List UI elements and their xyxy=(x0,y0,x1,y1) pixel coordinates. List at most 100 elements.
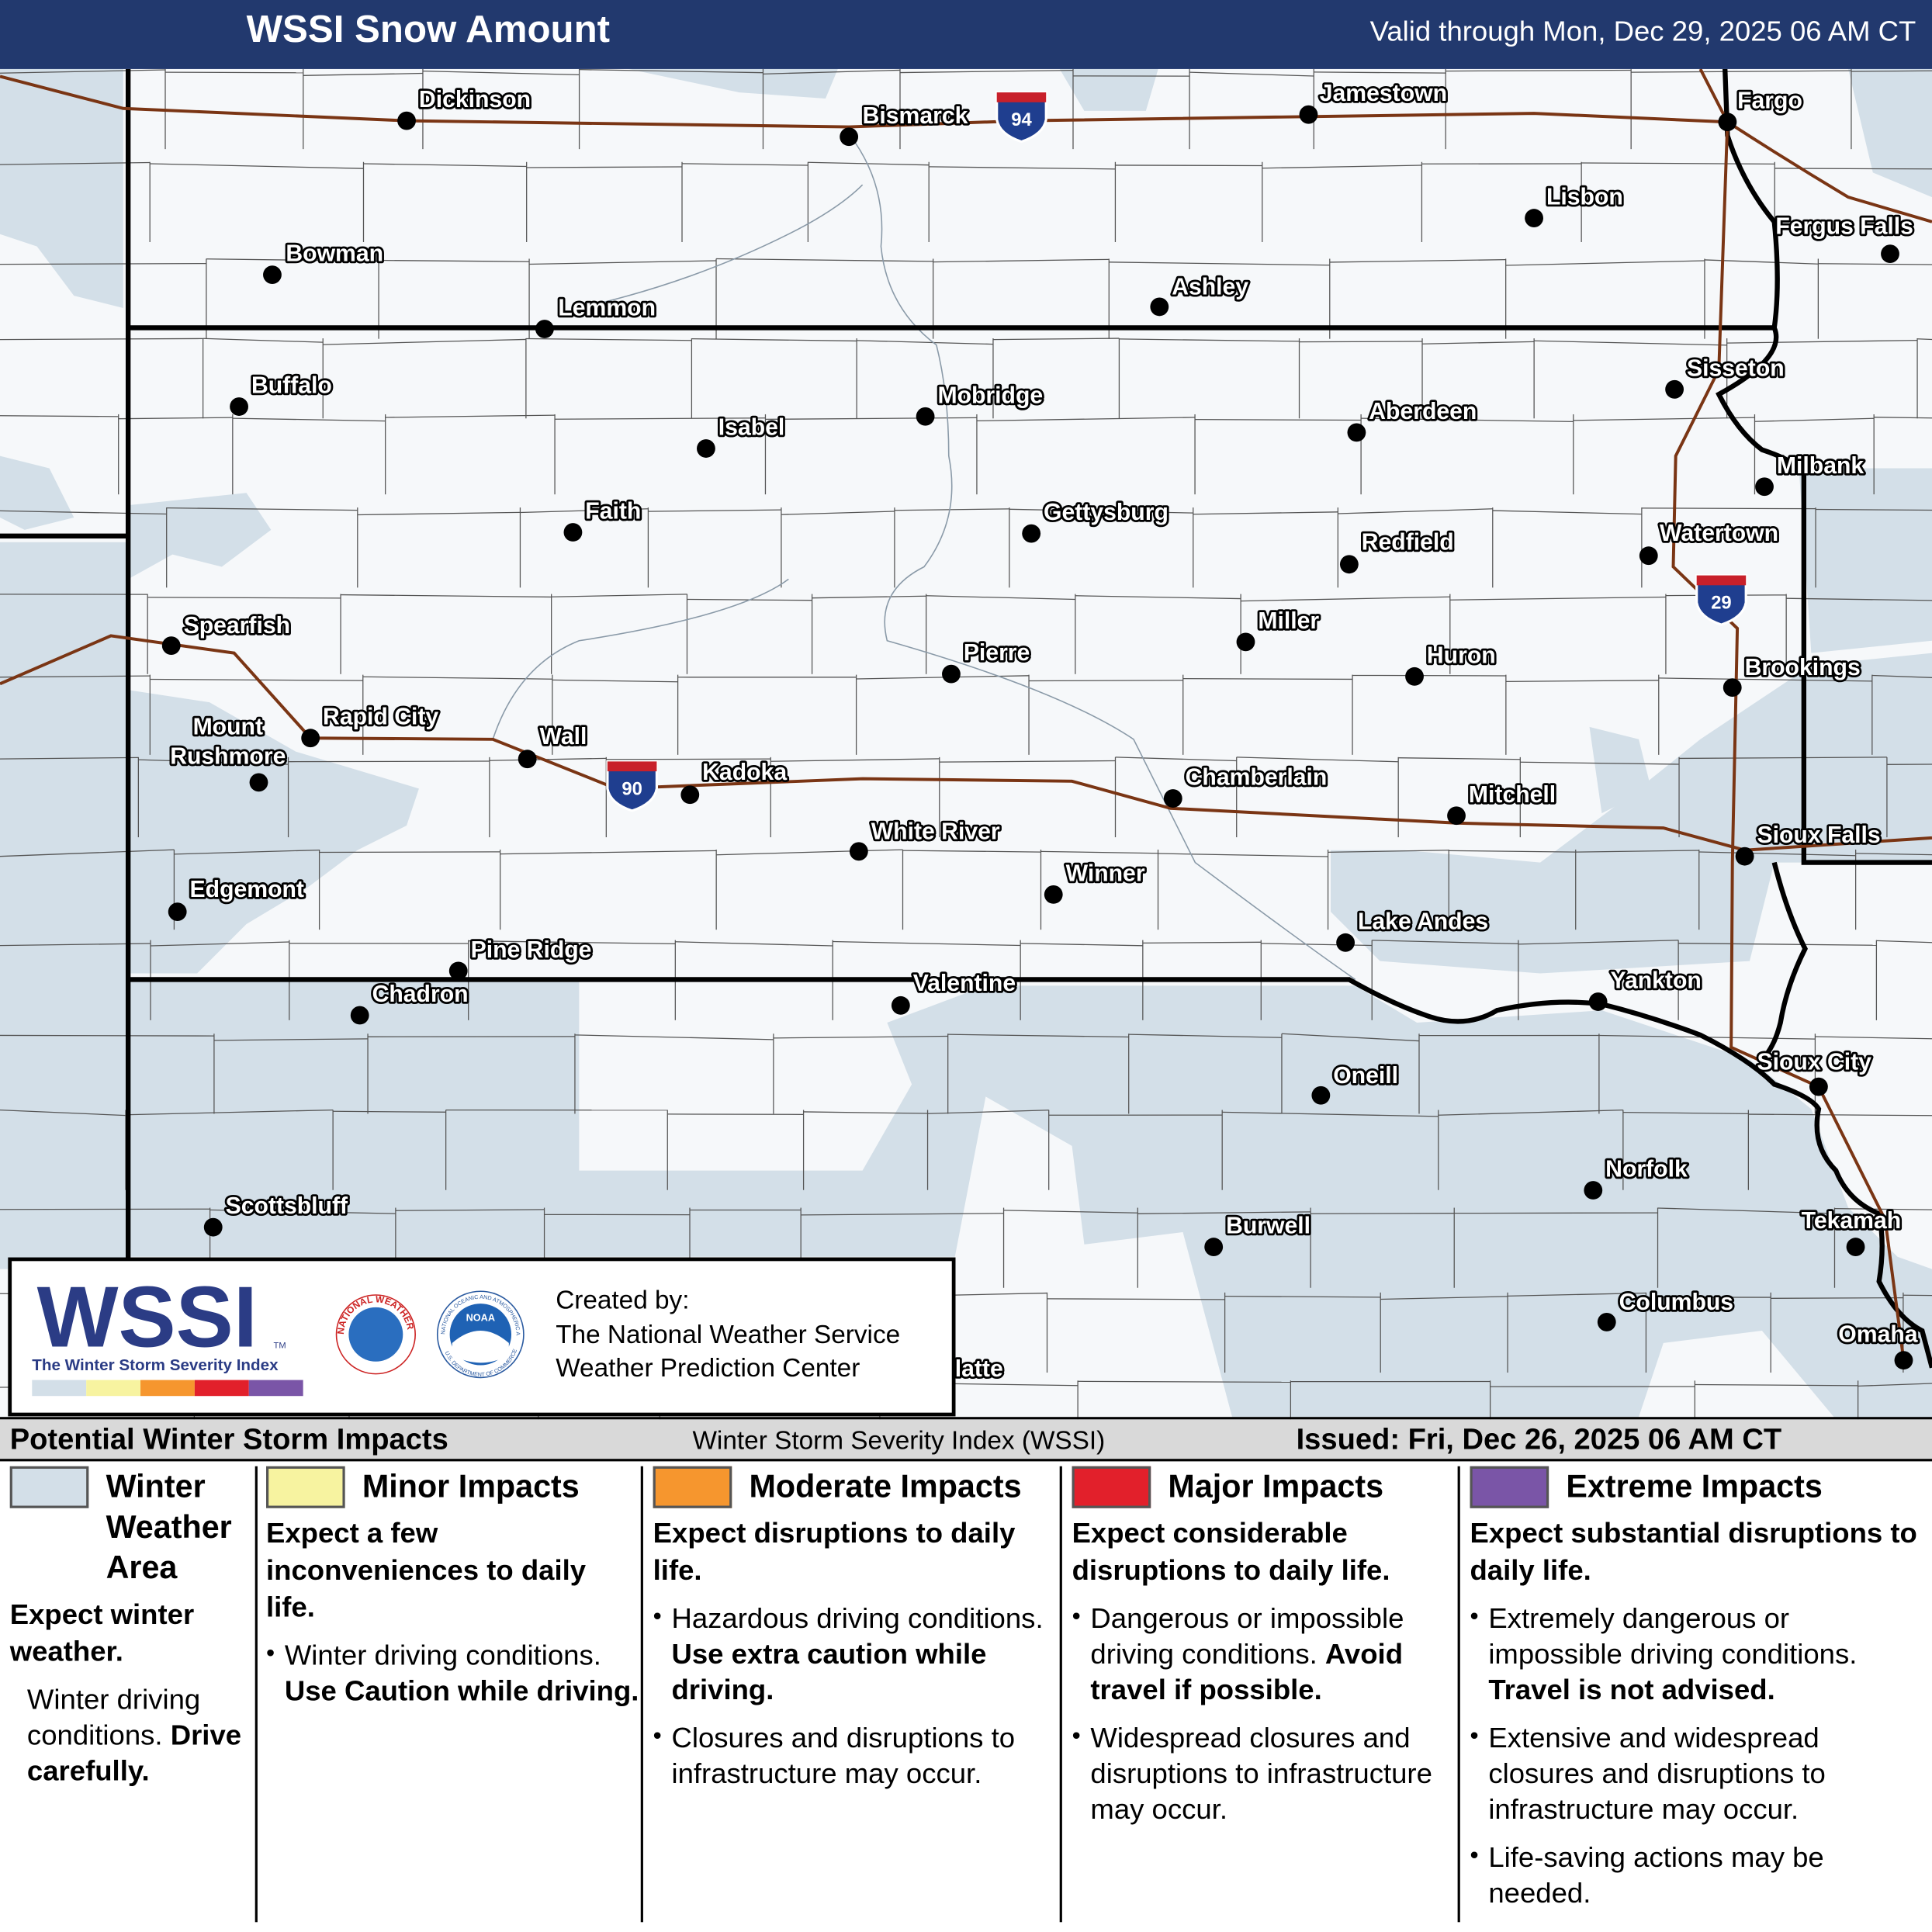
legend-title: Potential Winter Storm Impacts xyxy=(9,1423,448,1457)
state-border xyxy=(1760,861,1808,1061)
county-line xyxy=(1518,940,1679,945)
legend-summary: Expect considerable disruptions to daily… xyxy=(1072,1516,1390,1586)
county-line xyxy=(385,414,556,418)
county-line xyxy=(0,1208,210,1210)
interstates xyxy=(0,68,1932,1361)
legend-column: Winter Weather Area Expect winter weather… xyxy=(9,1466,257,1789)
county-line xyxy=(1281,1033,1420,1042)
county-line xyxy=(323,338,526,345)
county-line xyxy=(422,71,580,76)
city-dot xyxy=(1723,678,1742,698)
county-line xyxy=(150,163,364,169)
county-line xyxy=(1631,70,1851,73)
city-label: Kadoka xyxy=(702,760,787,785)
city-dot xyxy=(697,439,715,458)
county-line xyxy=(812,595,926,599)
header-valid: Valid through Mon, Dec 29, 2025 06 AM CT xyxy=(1370,15,1916,47)
wssi-bar-segment xyxy=(194,1380,249,1397)
county-line xyxy=(0,1034,214,1037)
city-dot xyxy=(1204,1238,1224,1256)
county-line xyxy=(803,1111,928,1114)
county-line xyxy=(1299,341,1423,343)
city-dot xyxy=(263,265,282,285)
county-line xyxy=(691,338,857,342)
county-line xyxy=(1380,1296,1508,1300)
county-line xyxy=(0,757,139,760)
county-line xyxy=(468,940,676,944)
county-line xyxy=(1222,1111,1439,1117)
legend: Potential Winter Storm Impacts Winter St… xyxy=(0,1417,1932,1932)
city-label: Lemmon xyxy=(558,296,656,321)
legend-index: Winter Storm Severity Index (WSSI) xyxy=(692,1426,1106,1456)
county-line xyxy=(526,166,683,168)
county-line xyxy=(1678,943,1877,946)
county-line xyxy=(1886,763,1932,765)
legend-separator xyxy=(1059,1466,1062,1923)
city-label: Milbank xyxy=(1777,453,1864,479)
city-label: Chadron xyxy=(372,982,469,1007)
county-line xyxy=(0,338,203,341)
legend-detail-bold: Drive carefully. xyxy=(26,1719,242,1787)
city-dot xyxy=(1044,885,1063,904)
county-line xyxy=(1361,417,1574,423)
interstate-number: 29 xyxy=(1711,592,1732,613)
city-label: Pine Ridge xyxy=(471,937,592,963)
city-dot xyxy=(203,1217,223,1237)
city-label: Wall xyxy=(540,724,587,750)
city-label: Norfolk xyxy=(1605,1157,1688,1182)
county-line xyxy=(363,163,527,168)
city-label: Scottsbluff xyxy=(226,1193,348,1219)
county-line xyxy=(902,850,1041,853)
city-dot xyxy=(1597,1313,1616,1331)
legend-issued: Issued: Fri, Dec 26, 2025 06 AM CT xyxy=(1296,1423,1782,1457)
legend-column: Moderate Impacts Expect disruptions to da… xyxy=(653,1466,1060,1792)
county-line xyxy=(1534,340,1727,346)
county-line xyxy=(857,340,993,345)
wssi-bar-segment xyxy=(248,1380,303,1397)
city-dot xyxy=(1525,209,1543,227)
county-line xyxy=(288,760,490,763)
city-label: Burwell xyxy=(1226,1214,1311,1239)
city-dot xyxy=(1809,1077,1828,1096)
city-dot xyxy=(849,842,868,861)
county-line xyxy=(0,943,151,947)
legend-detail-bold: Avoid travel if possible. xyxy=(1090,1637,1404,1705)
county-line xyxy=(1449,850,1576,853)
county-line xyxy=(1241,596,1450,602)
county-line xyxy=(1520,761,1680,765)
city-label: Watertown xyxy=(1660,521,1778,546)
city-label: Buffalo xyxy=(251,373,332,399)
created-by: Created by: xyxy=(556,1286,689,1314)
county-line xyxy=(1816,508,1932,511)
county-line xyxy=(1754,417,1875,422)
legend-detail: Extensive and widespread closures and di… xyxy=(1470,1719,1926,1827)
county-line xyxy=(716,258,933,262)
legend-column: Extreme Impacts Expect substantial disrup… xyxy=(1470,1466,1926,1911)
wssi-logo: WSSI xyxy=(37,1269,258,1366)
county-line xyxy=(579,69,763,74)
map: 94 90 29 Dickinson Bismarck Jamestown Fargo Li… xyxy=(0,0,1932,1420)
noaa-wave xyxy=(452,1331,509,1363)
city-label: Chamberlain xyxy=(1186,765,1328,791)
winter-area xyxy=(128,979,1932,1420)
river xyxy=(579,184,864,309)
county-line xyxy=(1505,260,1705,266)
county-line xyxy=(551,594,687,597)
county-line xyxy=(1818,263,1932,265)
winter-area xyxy=(1331,653,1932,974)
legend-detail: Winter driving conditions. Drive careful… xyxy=(10,1682,257,1789)
legend-header: Potential Winter Storm Impacts Winter St… xyxy=(0,1419,1932,1462)
county-line xyxy=(1422,341,1535,345)
legend-detail-text: Dangerous or impossible driving conditio… xyxy=(1090,1601,1404,1670)
city-dot xyxy=(301,729,320,748)
county-line xyxy=(933,258,1110,263)
city-dot xyxy=(891,995,910,1015)
city-label: Valentine xyxy=(913,971,1016,996)
county-line xyxy=(232,417,386,422)
county-line xyxy=(1009,508,1193,514)
interstate-shield-top xyxy=(1696,575,1747,586)
winter-area xyxy=(1589,726,1651,814)
county-line xyxy=(926,595,1075,601)
city-dot xyxy=(1735,847,1754,866)
county-line xyxy=(0,675,151,678)
